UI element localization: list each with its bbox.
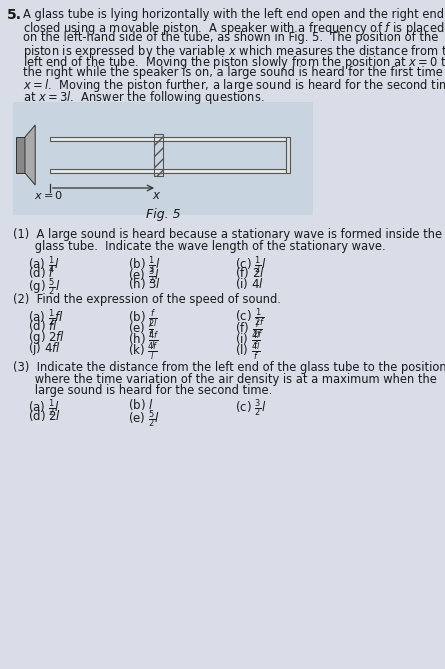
Text: (f) $2l$: (f) $2l$ xyxy=(235,265,264,280)
Text: large sound is heard for the second time.: large sound is heard for the second time… xyxy=(13,384,272,397)
Text: A glass tube is lying horizontally with the left end open and the right end: A glass tube is lying horizontally with … xyxy=(24,8,445,21)
Bar xyxy=(50,137,286,141)
Text: at $x=3l$.  Answer the following questions.: at $x=3l$. Answer the following question… xyxy=(24,88,265,106)
Text: (d) $fl$: (d) $fl$ xyxy=(28,318,57,333)
Text: (f) $\frac{l}{2f}$: (f) $\frac{l}{2f}$ xyxy=(235,318,263,340)
Text: (a) $\frac{1}{2}fl$: (a) $\frac{1}{2}fl$ xyxy=(28,307,64,328)
Text: (c) $\frac{1}{2}l$: (c) $\frac{1}{2}l$ xyxy=(235,254,266,276)
Bar xyxy=(16,137,25,173)
Text: closed using a movable piston.  A speaker with a frequency of $f$ is placed: closed using a movable piston. A speaker… xyxy=(24,19,445,37)
Text: (d) $2l$: (d) $2l$ xyxy=(28,408,61,423)
Text: (i) $4l$: (i) $4l$ xyxy=(235,276,263,291)
Text: $x$: $x$ xyxy=(152,189,162,202)
Text: (3)  Indicate the distance from the left end of the glass tube to the position: (3) Indicate the distance from the left … xyxy=(13,361,445,374)
Text: (j) $4fl$: (j) $4fl$ xyxy=(28,340,61,357)
Text: $x=l$.  Moving the piston further, a large sound is heard for the second time: $x=l$. Moving the piston further, a larg… xyxy=(24,77,445,94)
Text: (a) $\frac{1}{2}l$: (a) $\frac{1}{2}l$ xyxy=(28,397,60,419)
Bar xyxy=(154,134,163,176)
Text: on the left-hand side of the tube, as shown in Fig. 5.  The position of the: on the left-hand side of the tube, as sh… xyxy=(24,31,439,44)
Text: (a) $\frac{1}{4}l$: (a) $\frac{1}{4}l$ xyxy=(28,254,60,276)
Text: the right while the speaker is on, a large sound is heard for the first time at: the right while the speaker is on, a lar… xyxy=(24,66,445,78)
Text: (i) $\frac{4l}{f}$: (i) $\frac{4l}{f}$ xyxy=(235,329,260,351)
Text: (2)  Find the expression of the speed of sound.: (2) Find the expression of the speed of … xyxy=(13,293,281,306)
Bar xyxy=(286,137,291,173)
Text: Fig. 5: Fig. 5 xyxy=(146,208,180,221)
Text: where the time variation of the air density is at a maximum when the: where the time variation of the air dens… xyxy=(13,373,437,385)
Text: (b) $\frac{1}{3}l$: (b) $\frac{1}{3}l$ xyxy=(128,254,161,276)
Text: (c) $\frac{1}{2f}$: (c) $\frac{1}{2f}$ xyxy=(235,307,265,329)
FancyBboxPatch shape xyxy=(13,102,313,215)
Text: glass tube.  Indicate the wave length of the stationary wave.: glass tube. Indicate the wave length of … xyxy=(13,240,386,252)
Bar xyxy=(50,169,286,173)
Text: (e) $\frac{3}{2}l$: (e) $\frac{3}{2}l$ xyxy=(128,265,160,287)
Text: (k) $\frac{4f}{l}$: (k) $\frac{4f}{l}$ xyxy=(128,340,159,362)
Text: 5.: 5. xyxy=(7,8,22,22)
Text: left end of the tube.  Moving the piston slowly from the position at $x=0$ to: left end of the tube. Moving the piston … xyxy=(24,54,445,71)
Text: piston is expressed by the variable $x$ which measures the distance from the: piston is expressed by the variable $x$ … xyxy=(24,43,445,60)
Text: (g) $\frac{5}{2}l$: (g) $\frac{5}{2}l$ xyxy=(28,276,60,298)
Text: (1)  A large sound is heard because a stationary wave is formed inside the: (1) A large sound is heard because a sta… xyxy=(13,228,442,241)
Text: (c) $\frac{3}{2}l$: (c) $\frac{3}{2}l$ xyxy=(235,397,266,419)
Text: (l) $\frac{4l}{f}$: (l) $\frac{4l}{f}$ xyxy=(235,340,260,362)
Text: (g) $2fl$: (g) $2fl$ xyxy=(28,329,65,346)
Text: $x=0$: $x=0$ xyxy=(34,189,63,201)
Text: (h) $3l$: (h) $3l$ xyxy=(128,276,162,291)
Text: (b) $l$: (b) $l$ xyxy=(128,397,154,412)
Text: (h) $\frac{4f}{l}$: (h) $\frac{4f}{l}$ xyxy=(128,329,160,351)
Text: (e) $\frac{l}{f}$: (e) $\frac{l}{f}$ xyxy=(128,318,154,340)
Text: (b) $\frac{f}{2l}$: (b) $\frac{f}{2l}$ xyxy=(128,307,158,328)
Text: (e) $\frac{5}{2}l$: (e) $\frac{5}{2}l$ xyxy=(128,408,160,429)
Polygon shape xyxy=(25,125,35,185)
Text: (d) $l$: (d) $l$ xyxy=(28,265,53,280)
